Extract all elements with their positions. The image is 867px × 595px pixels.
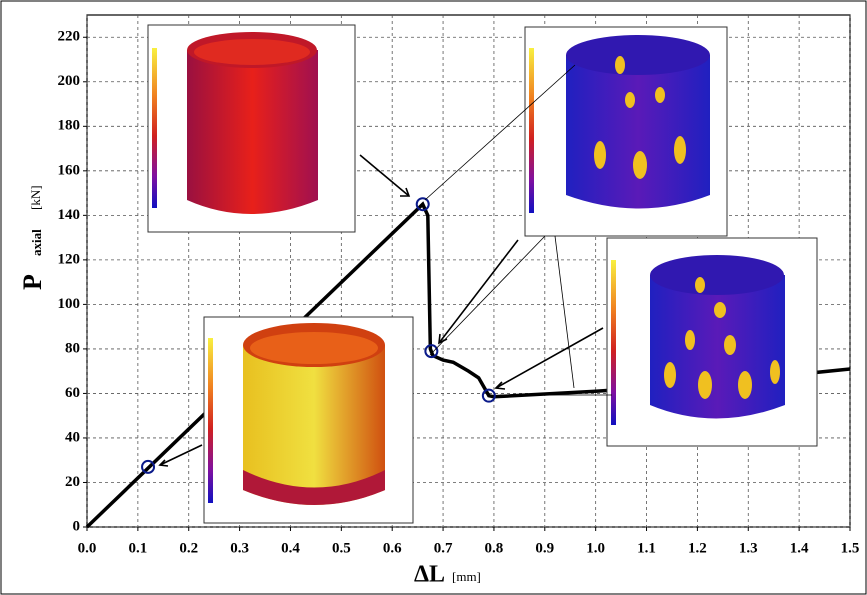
y-axis-label: P axial [kN]	[18, 185, 47, 290]
y-tick-label: 60	[65, 385, 80, 401]
x-tick-label: 0.0	[78, 540, 97, 556]
inset-panel	[148, 25, 355, 232]
y-label-unit: [kN]	[28, 185, 43, 210]
y-tick-label: 160	[58, 162, 81, 178]
chart: 0 20 40 60 80 100 120 140 160 180 200 220 0.0 0.1 0.2 0…	[0, 0, 867, 595]
x-tick-label: 0.8	[485, 540, 504, 556]
x-tick-label: 0.2	[179, 540, 198, 556]
inset-panel	[525, 27, 727, 236]
x-tick-label: 0.9	[535, 540, 554, 556]
x-tick-label: 1.0	[586, 540, 605, 556]
x-label-unit: [mm]	[452, 569, 481, 584]
inset-panel	[607, 238, 817, 446]
x-tick-label: 0.7	[434, 540, 453, 556]
y-tick-label: 0	[73, 518, 81, 534]
y-tick-label: 180	[58, 118, 81, 134]
x-tick-label: 0.6	[383, 540, 402, 556]
x-tick-label: 0.4	[281, 540, 300, 556]
x-label-main: ΔL	[414, 562, 445, 588]
x-tick-label: 0.3	[230, 540, 249, 556]
x-tick-label: 0.5	[332, 540, 351, 556]
x-tick-label: 1.1	[637, 540, 656, 556]
y-tick-label: 20	[65, 474, 80, 490]
x-tick-label: 1.4	[790, 540, 809, 556]
y-tick-label: 220	[58, 29, 81, 45]
x-tick-label: 0.1	[128, 540, 147, 556]
y-tick-label: 200	[58, 73, 81, 89]
y-tick-label: 80	[65, 340, 80, 356]
y-tick-label: 100	[58, 296, 81, 312]
insets	[148, 25, 817, 523]
y-label-sub: axial	[29, 229, 44, 256]
y-tick-label: 140	[58, 207, 81, 223]
y-tick-label: 40	[65, 429, 80, 445]
x-tick-label: 1.5	[841, 540, 860, 556]
inset-panel	[204, 317, 413, 523]
x-tick-label: 1.2	[688, 540, 707, 556]
y-tick-label: 120	[58, 251, 81, 267]
x-tick-label: 1.3	[739, 540, 758, 556]
y-label-main: P	[18, 274, 47, 290]
